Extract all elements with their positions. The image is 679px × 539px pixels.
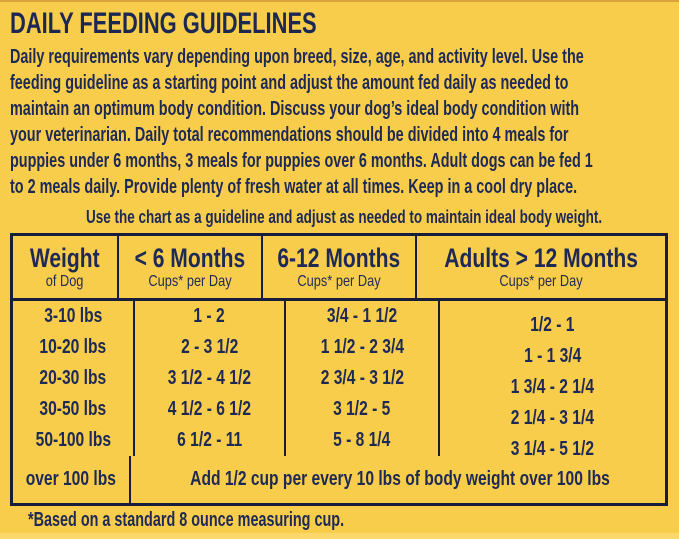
intro-line: feeding guideline as a starting point an…: [10, 72, 569, 94]
cell-6to12: 1 1/2 - 2 3/4: [284, 332, 438, 363]
top-edge-line: [0, 0, 679, 2]
cell-adults: 1/2 - 1: [438, 301, 665, 336]
cell-weight: over 100 lbs: [25, 468, 116, 490]
cell-over-100-note: Add 1/2 cup per every 10 lbs of body wei…: [128, 456, 669, 503]
cell-adults: 1 3/4 - 2 1/4: [438, 363, 665, 398]
cell-6to12: 2 3/4 - 3 1/2: [284, 363, 438, 394]
cell-adults: 1 - 1 3/4: [438, 332, 665, 367]
table-header-row: Weight of Dog < 6 Months Cups* per Day 6…: [13, 236, 665, 301]
cell-6to12: 3/4 - 1 1/2: [284, 301, 438, 332]
cell-under6: 6 1/2 - 11: [133, 425, 284, 456]
table-row: 20-30 lbs 3 1/2 - 4 1/2 2 3/4 - 3 1/2 1 …: [13, 363, 665, 398]
feeding-table: Weight of Dog < 6 Months Cups* per Day 6…: [10, 233, 668, 506]
cell-weight: 30-50 lbs: [39, 398, 107, 420]
header-6-12-months: 6-12 Months Cups* per Day: [260, 236, 415, 298]
table-row: 10-20 lbs 2 - 3 1/2 1 1/2 - 2 3/4 1 - 1 …: [13, 332, 665, 367]
table-row: 3-10 lbs 1 - 2 3/4 - 1 1/2 1/2 - 1: [13, 301, 665, 336]
page-title-text: DAILY FEEDING GUIDELINES: [10, 7, 317, 40]
cell-under6: 2 - 3 1/2: [133, 332, 284, 363]
intro-paragraph: Daily requirements vary depending upon b…: [10, 44, 679, 200]
intro-line: to 2 meals daily. Provide plenty of fres…: [10, 176, 578, 198]
cell-weight: 3-10 lbs: [43, 305, 103, 327]
cell-weight: 50-100 lbs: [35, 429, 111, 451]
measuring-cup-footnote: *Based on a standard 8 ounce measuring c…: [28, 509, 345, 531]
cell-weight: 20-30 lbs: [39, 367, 107, 389]
intro-line: Daily requirements vary depending upon b…: [10, 46, 584, 68]
page-title: DAILY FEEDING GUIDELINES: [10, 7, 430, 41]
cell-6to12: 3 1/2 - 5: [284, 394, 438, 425]
header-under-6-months: < 6 Months Cups* per Day: [116, 236, 261, 298]
cell-adults: 3 1/4 - 5 1/2: [438, 425, 665, 460]
intro-line: maintain an optimum body condition. Disc…: [10, 98, 580, 120]
cell-under6: 4 1/2 - 6 1/2: [133, 394, 284, 425]
bottom-edge-strip: [0, 533, 679, 539]
table-row: 50-100 lbs 6 1/2 - 11 5 - 8 1/4 3 1/4 - …: [13, 425, 665, 460]
cell-weight: 10-20 lbs: [39, 336, 107, 358]
cell-under6: 1 - 2: [133, 301, 284, 332]
cell-under6: 3 1/2 - 4 1/2: [133, 363, 284, 394]
cell-adults: 2 1/4 - 3 1/4: [438, 394, 665, 429]
table-row-over-100-lbs: over 100 lbs Add 1/2 cup per every 10 lb…: [13, 456, 665, 503]
intro-line: your veterinarian. Daily total recommend…: [10, 124, 569, 146]
header-weight: Weight of Dog: [30, 243, 100, 290]
chart-usage-note: Use the chart as a guideline and adjust …: [86, 207, 603, 227]
intro-line: puppies under 6 months, 3 meals for pupp…: [10, 150, 593, 172]
cell-6to12: 5 - 8 1/4: [284, 425, 438, 456]
table-row: 30-50 lbs 4 1/2 - 6 1/2 3 1/2 - 5 2 1/4 …: [13, 394, 665, 429]
header-adults-over-12-months: Adults > 12 Months Cups* per Day: [414, 236, 665, 298]
